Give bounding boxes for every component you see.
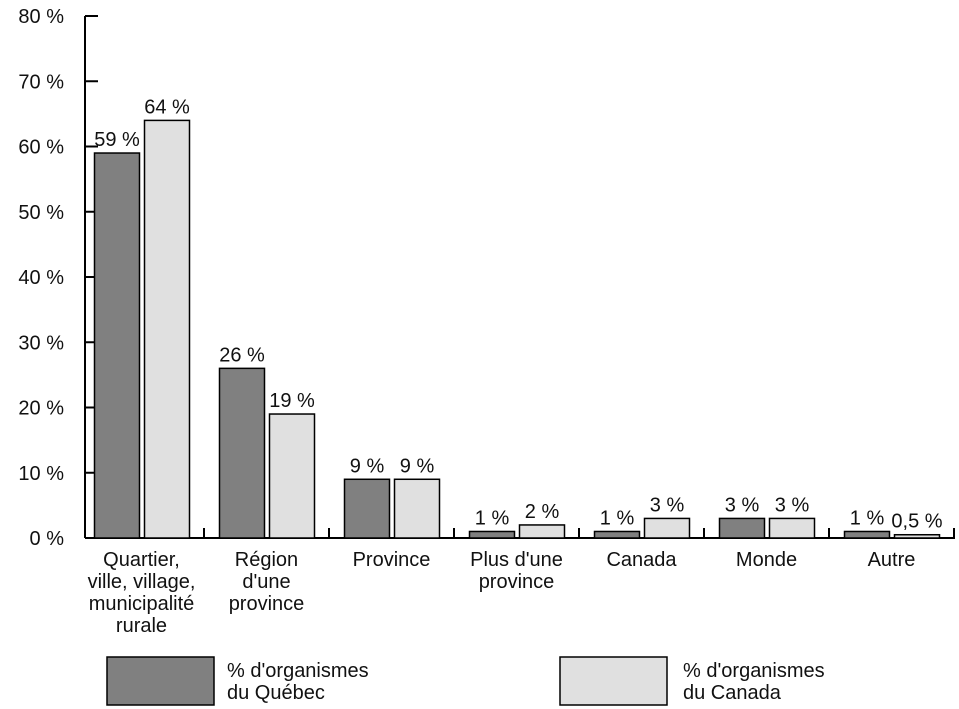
value-label: 3 % bbox=[650, 494, 685, 516]
legend-swatch bbox=[106, 656, 215, 706]
legend-swatch bbox=[559, 656, 668, 706]
y-tick-label: 80 % bbox=[18, 6, 64, 28]
value-label: 0,5 % bbox=[891, 511, 942, 533]
bar bbox=[518, 524, 566, 539]
x-tick-label: Monde bbox=[736, 549, 797, 571]
value-label: 26 % bbox=[219, 344, 265, 366]
legend-label: % d'organismes du Québec bbox=[227, 660, 369, 704]
bar bbox=[468, 530, 516, 539]
bar bbox=[268, 413, 316, 539]
bar bbox=[718, 517, 766, 539]
value-label: 1 % bbox=[475, 507, 510, 529]
y-tick-label: 0 % bbox=[30, 528, 65, 550]
value-label: 9 % bbox=[350, 455, 385, 477]
bar bbox=[643, 517, 691, 539]
value-label: 59 % bbox=[94, 129, 140, 151]
value-label: 2 % bbox=[525, 501, 560, 523]
y-tick-label: 50 % bbox=[18, 202, 64, 224]
value-label: 9 % bbox=[400, 455, 435, 477]
bar bbox=[93, 152, 141, 539]
y-tick-label: 40 % bbox=[18, 267, 64, 289]
y-tick-label: 30 % bbox=[18, 332, 64, 354]
x-tick-label: Province bbox=[353, 549, 431, 571]
value-label: 1 % bbox=[600, 507, 635, 529]
y-tick-label: 10 % bbox=[18, 463, 64, 485]
legend-label: % d'organismes du Canada bbox=[683, 660, 825, 704]
bar bbox=[218, 367, 266, 539]
x-tick-label: Autre bbox=[868, 549, 916, 571]
x-tick-label: Plus d'une province bbox=[470, 549, 563, 593]
bar bbox=[593, 530, 641, 539]
x-tick-label: Région d'une province bbox=[229, 549, 305, 615]
value-label: 3 % bbox=[725, 494, 760, 516]
x-tick-label: Canada bbox=[606, 549, 677, 571]
bar bbox=[843, 530, 891, 539]
bar bbox=[393, 478, 441, 539]
bar bbox=[768, 517, 816, 539]
value-label: 19 % bbox=[269, 390, 315, 412]
x-tick-label: Quartier, ville, village, municipalité rura… bbox=[88, 549, 196, 637]
value-label: 64 % bbox=[144, 96, 190, 118]
y-tick-label: 70 % bbox=[18, 71, 64, 93]
bar bbox=[893, 533, 941, 539]
value-label: 3 % bbox=[775, 494, 810, 516]
value-label: 1 % bbox=[850, 507, 885, 529]
y-tick-label: 20 % bbox=[18, 398, 64, 420]
bar bbox=[343, 478, 391, 539]
bar bbox=[143, 119, 191, 539]
y-tick-label: 60 % bbox=[18, 137, 64, 159]
